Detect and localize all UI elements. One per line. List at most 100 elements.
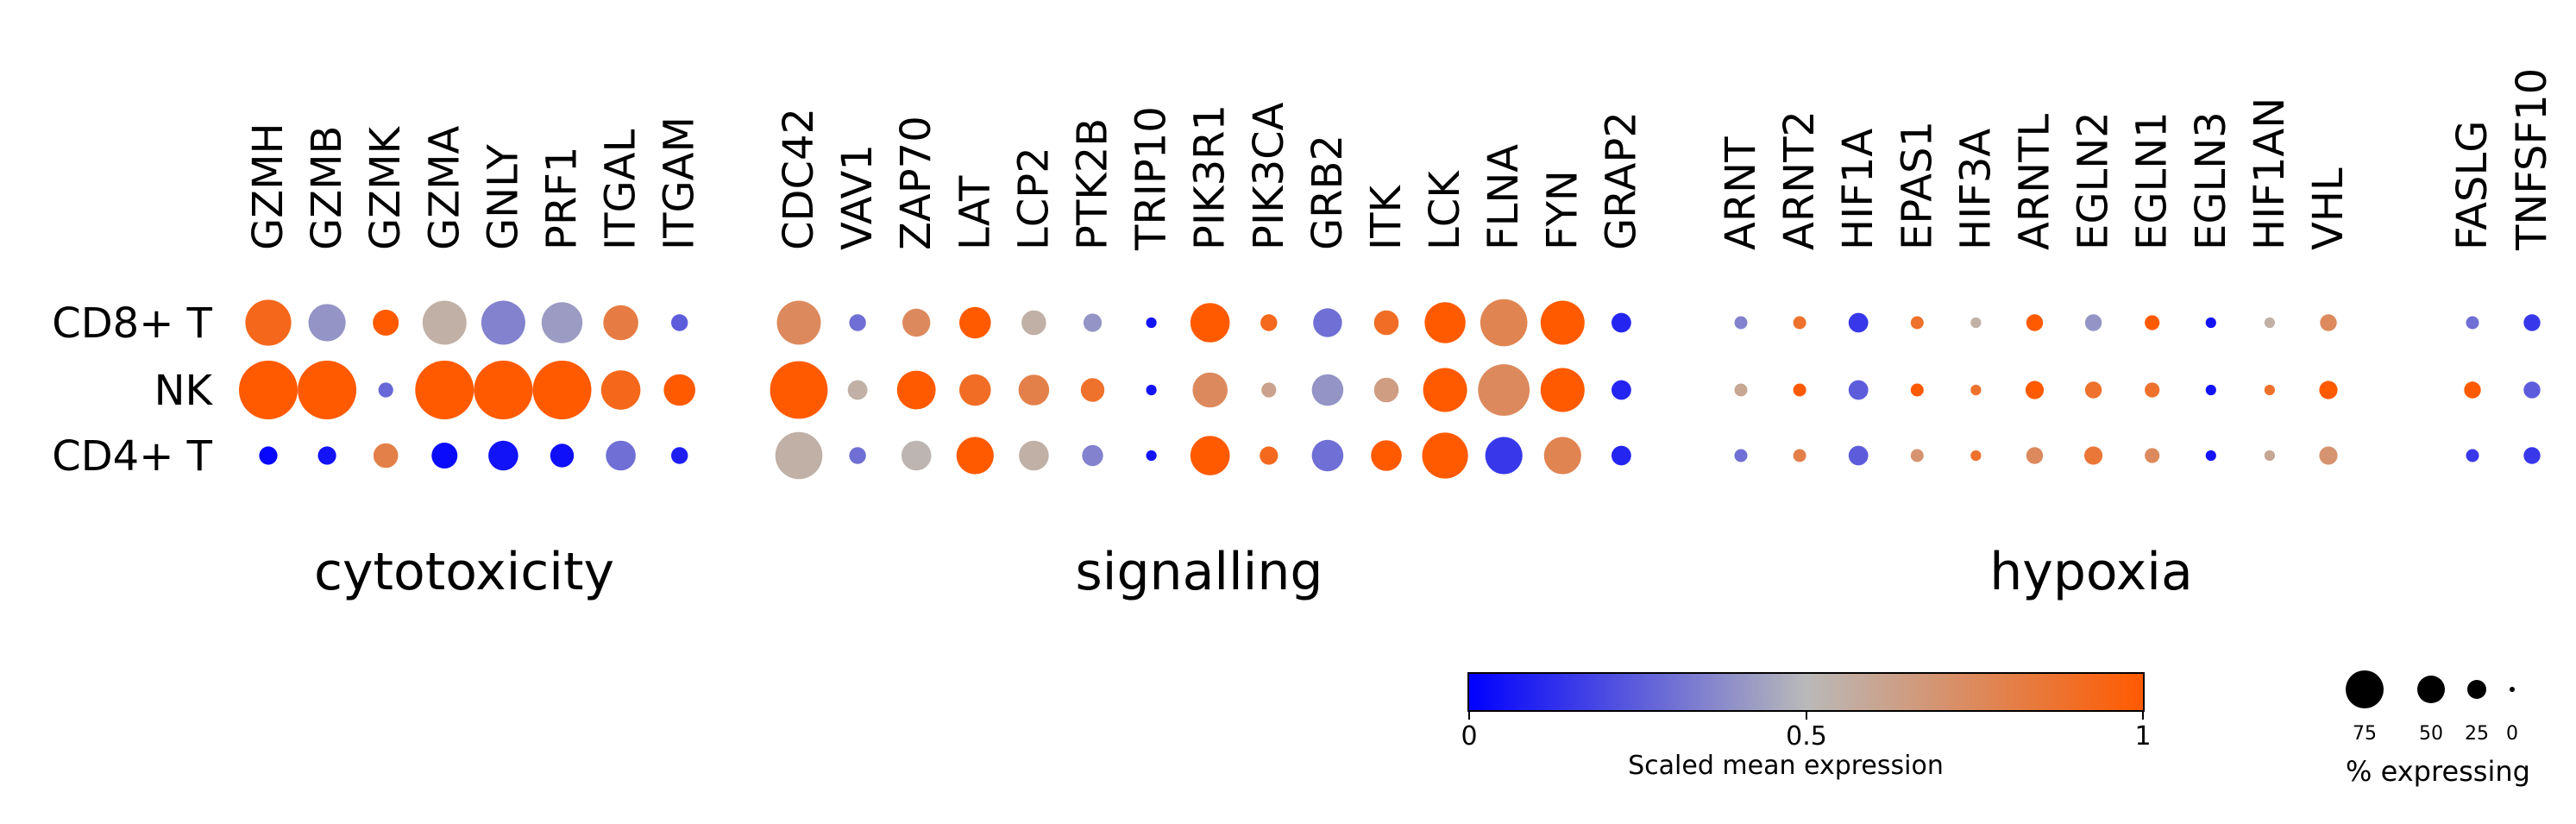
dot-tnfsf10-cd4-t (2523, 447, 2541, 464)
dot-grb2-nk (1311, 374, 1344, 406)
colorbar-gradient (1467, 672, 2145, 712)
gene-label-pik3r1: PIK3R1 (1186, 104, 1235, 250)
gene-label-grb2: GRB2 (1304, 135, 1352, 250)
dot-arntl-cd4-t (2026, 447, 2044, 464)
size-legend-tick-25: 25 (2465, 723, 2489, 745)
gene-label-itk: ITK (1362, 185, 1411, 250)
dot-vav1-cd8-t (849, 314, 866, 331)
gene-label-egln3: EGLN3 (2187, 111, 2235, 250)
dot-egln2-cd8-t (2084, 314, 2102, 331)
colorbar-legend: 0 0.5 1 Scaled mean expression (1461, 672, 2152, 781)
dots (239, 299, 2541, 480)
dot-gzmb-cd8-t (308, 304, 346, 342)
dot-itk-cd4-t (1371, 440, 1402, 471)
dot-gzmk-nk (378, 382, 393, 398)
dot-faslg-cd4-t (2466, 449, 2479, 462)
dot-grap2-cd4-t (1612, 445, 1631, 466)
row-label-nk: NK (154, 367, 214, 415)
gene-label-arnt2: ARNT2 (1775, 110, 1824, 250)
gene-label-gzmk: GZMK (361, 126, 410, 250)
group-label-cytotoxicity: cytotoxicity (314, 542, 614, 602)
gene-label-ptk2b: PTK2B (1069, 118, 1117, 250)
gene-label-vhl: VHL (2304, 167, 2353, 250)
gene-label-vav1: VAV1 (833, 144, 882, 250)
gene-label-flna: FLNA (1480, 144, 1528, 250)
gene-label-hif1a: HIF1A (1834, 129, 1882, 250)
group-label-hypoxia: hypoxia (1989, 542, 2192, 602)
size-legend-tick-50: 50 (2419, 723, 2443, 745)
dot-grb2-cd8-t (1313, 308, 1342, 337)
dot-egln1-cd4-t (2145, 448, 2160, 463)
dot-cdc42-nk (770, 361, 828, 419)
dot-faslg-cd8-t (2466, 316, 2479, 330)
dot-flna-cd4-t (1485, 437, 1523, 475)
size-legend-dot-75 (2346, 670, 2384, 708)
dot-cdc42-cd8-t (776, 300, 821, 345)
dot-itk-nk (1373, 377, 1399, 403)
colorbar-tick-label-05: 0.5 (1786, 721, 1827, 752)
dot-lat-nk (959, 374, 991, 406)
gene-label-grap2: GRAP2 (1597, 111, 1645, 250)
dot-gnly-cd4-t (488, 440, 518, 471)
dot-hif3a-nk (1970, 384, 1982, 396)
colorbar-title: Scaled mean expression (1628, 751, 1944, 781)
dot-grap2-nk (1612, 380, 1631, 400)
dot-pik3r1-nk (1192, 372, 1228, 408)
dot-arntl-cd8-t (2026, 314, 2044, 331)
gene-label-tnfsf10: TNFSF10 (2508, 68, 2556, 251)
dot-lck-nk (1423, 368, 1467, 412)
dot-vhl-nk (2319, 381, 2338, 399)
dot-gzmb-nk (298, 361, 357, 419)
gene-label-zap70: ZAP70 (892, 116, 940, 250)
group-label-signalling: signalling (1076, 542, 1323, 602)
dot-itk-cd8-t (1373, 310, 1399, 336)
dot-hif1a-nk (1848, 380, 1869, 400)
dot-hif1a-cd8-t (1848, 312, 1869, 333)
dot-lcp2-cd8-t (1021, 310, 1046, 336)
dot-vav1-cd4-t (849, 447, 866, 464)
dot-itgam-cd4-t (671, 447, 688, 464)
gene-label-lcp2: LCP2 (1009, 147, 1058, 250)
size-legend-dot-0 (2510, 687, 2515, 692)
gene-label-lck: LCK (1421, 170, 1469, 250)
dot-lck-cd4-t (1422, 432, 1468, 479)
size-legend-dot-50 (2417, 676, 2445, 703)
dot-epas1-nk (1910, 383, 1924, 397)
dot-gzma-cd8-t (422, 300, 467, 345)
gene-label-egln1: EGLN1 (2128, 111, 2177, 250)
dot-hif1an-cd8-t (2264, 317, 2275, 329)
dot-prf1-cd4-t (550, 443, 575, 468)
dot-gzma-cd4-t (431, 443, 458, 469)
row-label-cd8-t: CD8+ T (52, 299, 212, 348)
dot-hif1a-cd4-t (1848, 445, 1869, 466)
dot-cdc42-cd4-t (775, 431, 823, 480)
dot-pik3r1-cd4-t (1190, 436, 1230, 475)
gene-label-hif3a: HIF3A (1951, 129, 2000, 250)
dot-hif1an-cd4-t (2264, 450, 2275, 462)
gene-label-gnly: GNLY (479, 144, 527, 250)
gene-label-gzmb: GZMB (303, 126, 351, 250)
dot-pik3ca-cd8-t (1260, 314, 1278, 331)
dot-egln3-nk (2205, 384, 2216, 396)
dot-egln2-nk (2084, 381, 2102, 399)
dot-pik3r1-cd8-t (1190, 303, 1230, 343)
dot-egln2-cd4-t (2084, 446, 2103, 465)
size-legend-tick-75: 75 (2353, 723, 2377, 745)
dot-zap70-nk (896, 370, 936, 410)
dot-epas1-cd8-t (1910, 316, 1924, 330)
dot-faslg-nk (2464, 381, 2481, 399)
gene-labels: GZMH GZMB GZMK GZMA GNLY PRF1 ITGAL ITGAM CDC42 V… (244, 68, 2556, 251)
gene-label-faslg: FASLG (2448, 121, 2497, 250)
dot-gzmh-cd4-t (259, 446, 278, 465)
dot-trip10-nk (1146, 384, 1157, 396)
dot-vav1-nk (847, 380, 868, 400)
dot-gnly-cd8-t (481, 300, 525, 345)
dot-zap70-cd8-t (902, 308, 931, 337)
dot-itgam-cd8-t (671, 314, 688, 331)
dot-ptk2b-cd8-t (1083, 313, 1103, 332)
gene-label-itgal: ITGAL (597, 129, 645, 250)
dot-gzmk-cd4-t (373, 443, 399, 469)
dot-egln3-cd8-t (2205, 317, 2216, 329)
gene-label-fyn: FYN (1538, 170, 1586, 250)
